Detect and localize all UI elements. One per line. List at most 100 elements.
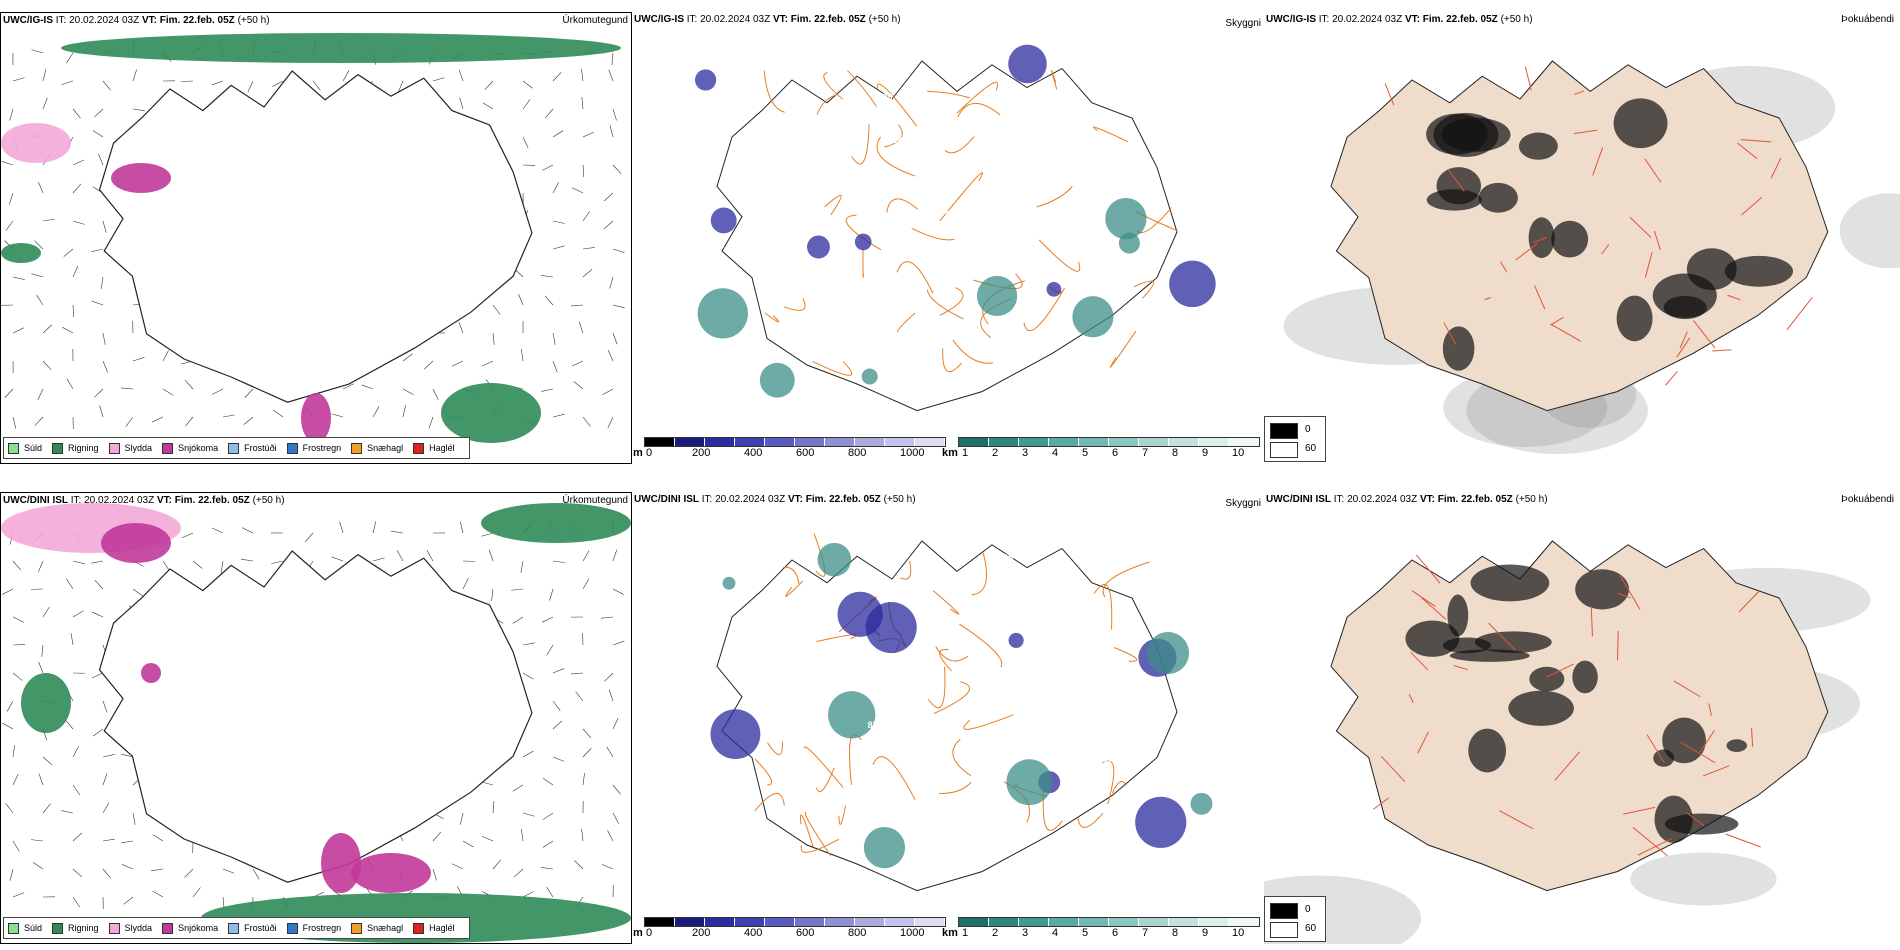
precip-map-dini [1,503,631,943]
wind-barb [552,413,565,418]
fog-legend-label: 60 [1305,443,1317,454]
wind-barb [65,719,74,730]
wind-barb [91,248,104,252]
road [1632,827,1668,857]
wind-barb [492,801,495,814]
road [1408,694,1414,703]
wind-barb [481,532,494,537]
it-label: IT: [55,15,67,26]
wind-barb [91,611,104,618]
road [1637,838,1672,856]
legend-color-cell [1079,438,1109,446]
wind-barb [244,388,254,398]
low-visibility-area [976,275,1018,317]
wind-barb [542,616,554,623]
model-name: UWC/DINI ISL [1266,494,1331,505]
wind-barb [271,560,284,564]
fog-indicator-land [1662,717,1706,764]
road [939,287,964,316]
road [803,746,844,788]
visibility-value-label: 135 [688,570,703,580]
wind-barb [132,69,137,82]
legend-swatch [351,922,363,934]
legend-swatch [8,922,19,934]
fog-indicator-land [1724,255,1793,287]
fog-legend-swatch [1270,423,1298,439]
km-tick: 5 [1082,447,1089,459]
wind-barb [72,784,81,796]
wind-barb [72,265,79,278]
road [1673,680,1701,698]
wind-barb [91,300,104,306]
wind-barb [484,80,494,90]
road [1488,622,1516,651]
legend-color-cell [1049,438,1079,446]
roads [1384,66,1813,386]
wind-barb [192,560,203,569]
wind-barb [582,416,591,427]
it-value: 20.02.2024 03Z [715,494,786,505]
low-visibility-area [710,709,761,760]
legend-color-cell [1079,918,1109,926]
road [959,623,1003,668]
wind-barb [546,886,554,898]
wind-barb [91,560,104,564]
fog-indicator-land [1433,113,1499,157]
legend-color-cell [915,438,945,446]
wind-barb [66,578,74,590]
road [1740,139,1772,143]
visibility-value-label: 208 [679,144,694,154]
panel-header: UWC/DINI ISL IT: 20.02.2024 03Z VT: Fim.… [1266,494,1548,505]
wind-barb [1,161,14,166]
road [1036,185,1073,208]
wind-barb [582,748,592,758]
road [1038,239,1081,272]
road [1653,230,1661,251]
fog-legend-swatch [1270,922,1298,938]
fog-indicator-sea [1839,193,1900,269]
road [754,793,785,812]
wind-barb [552,182,559,194]
wind-barb [272,80,284,87]
wind-barb [544,108,554,119]
fog-indicator-land [1436,167,1482,205]
legend-swatch [108,442,120,454]
km-tick: 9 [1202,927,1209,939]
fog-panel-dini: UWC/DINI ISL IT: 20.02.2024 03Z VT: Fim.… [1264,492,1900,944]
wind-barb [99,405,104,418]
visibility-value-label: 369 [979,122,994,132]
wind-barb [607,349,614,362]
wind-barb [5,803,14,814]
panel-header: UWC/IG-IS IT: 20.02.2024 03Z VT: Fim. 22… [3,15,270,26]
wind-barb [612,332,618,345]
wind-barb [607,830,614,842]
meters-tick: 800 [848,927,867,939]
it-label: IT: [70,495,82,506]
wind-barb [222,868,235,874]
wind-barb [12,276,25,280]
low-visibility-area [1008,44,1047,84]
wind-barb [572,187,584,194]
meters-tick: 1000 [900,927,925,939]
wind-barb [607,416,614,428]
wind-barb [102,332,106,345]
wind-barb [452,863,464,870]
wind-barb [34,240,44,250]
road [1702,765,1730,777]
wind-barb [132,357,145,362]
it-label: IT: [1333,494,1345,505]
wind-barb [612,588,624,595]
wind-barb [602,388,614,396]
legend-color-cell [765,438,795,446]
legend-color-cell [1229,438,1259,446]
vt-value: Fim. 22.feb. 05Z [1422,14,1498,25]
legend-item: Slydda [108,442,152,454]
meters-tick: 800 [848,447,867,459]
legend-color-cell [855,438,885,446]
wind-barb [582,164,585,177]
wind-barb [552,360,558,373]
km-colorbar [958,917,1260,927]
wind-barb [542,812,554,820]
road [1415,554,1441,584]
km-tick: 4 [1052,447,1059,459]
